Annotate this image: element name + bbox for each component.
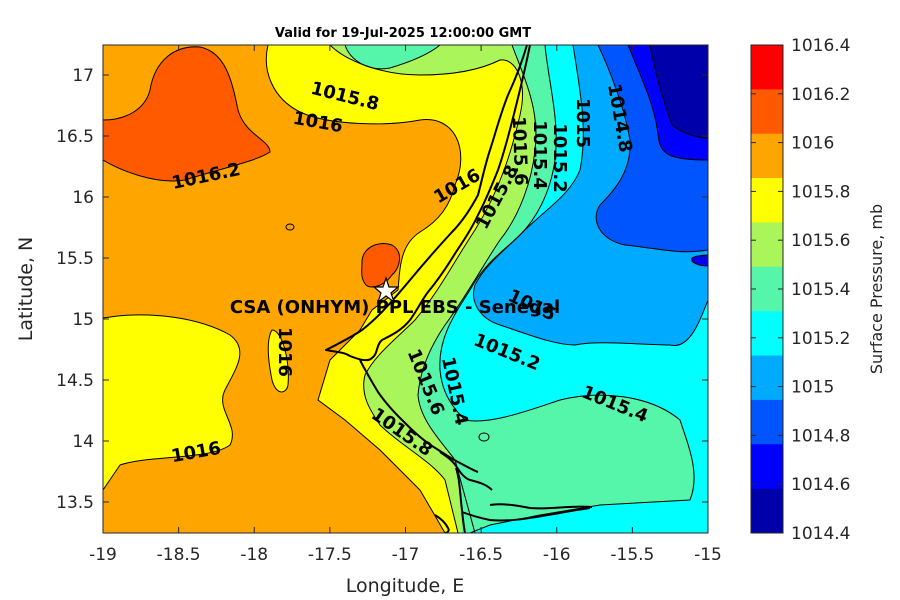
region-1016-2-station <box>361 243 400 287</box>
colorbar: 1016.4 1016.2 1016 1015.8 1015.6 1015.4 1015.2… <box>750 36 850 544</box>
y-axis-label: Latitude, N <box>15 237 37 342</box>
colorbar-tick-label: 1014.8 <box>791 426 850 446</box>
colorbar-swatch <box>751 222 783 268</box>
colorbar-swatch <box>751 444 783 490</box>
colorbar-swatch <box>751 89 783 135</box>
colorbar-swatch <box>751 266 783 312</box>
station: CSA (ONHYM) PPL EBS - Senegal <box>230 276 560 318</box>
colorbar-tick-label: 1015.6 <box>791 231 850 251</box>
x-tick-label: -17.5 <box>308 545 352 565</box>
region-1016-2-north <box>103 46 270 181</box>
colorbar-swatch <box>751 488 783 534</box>
colorbar-tick-label: 1014.6 <box>791 475 850 495</box>
x-tick-label: -18 <box>240 545 268 565</box>
x-tick-label: -15 <box>694 545 722 565</box>
colorbar-swatch <box>751 178 783 223</box>
contour-label: 1015.6 <box>508 116 531 186</box>
colorbar-tick-label: 1014.4 <box>791 524 850 544</box>
x-axis-ticks: -19 -18.5 -18 -17.5 -17 -16.5 -16 -15.5 -15 <box>89 45 722 565</box>
x-tick-label: -18.5 <box>157 545 201 565</box>
region-1015-8-west <box>103 314 240 490</box>
colorbar-swatch <box>751 311 783 357</box>
y-tick-label: 16 <box>72 188 94 208</box>
colorbar-tick-label: 1016 <box>791 134 834 154</box>
x-tick-label: -16.5 <box>459 545 503 565</box>
star-icon <box>372 276 400 304</box>
contour-label: 1015 <box>572 98 593 148</box>
colorbar-tick-label: 1015.2 <box>791 329 850 349</box>
colorbar-tick-label: 1016.4 <box>791 36 850 56</box>
colorbar-swatch <box>751 355 783 401</box>
colorbar-tick-label: 1015 <box>791 378 834 398</box>
colorbar-tick-label: 1015.4 <box>791 280 850 300</box>
y-tick-label: 13.5 <box>56 493 94 513</box>
colorbar-tick-label: 1016.2 <box>791 85 850 105</box>
region-1014-4 <box>650 45 708 138</box>
y-tick-label: 14.5 <box>56 371 94 391</box>
x-tick-label: -19 <box>89 545 117 565</box>
y-axis-ticks: 13.5 14 14.5 15 15.5 16 16.5 17 <box>56 66 708 513</box>
contour-lines <box>103 45 708 533</box>
y-tick-label: 14 <box>72 432 94 452</box>
colorbar-swatch <box>751 399 783 445</box>
contour-label: 1016 <box>274 327 295 377</box>
station-label: CSA (ONHYM) PPL EBS - Senegal <box>230 297 560 318</box>
contour-label: 1015.4 <box>529 120 550 189</box>
coastline <box>325 45 593 533</box>
colorbar-swatch <box>751 45 783 90</box>
x-axis-label: Longitude, E <box>346 575 465 597</box>
y-tick-label: 15.5 <box>56 249 94 269</box>
y-tick-label: 17 <box>72 66 94 86</box>
colorbar-tick-label: 1015.8 <box>791 182 850 202</box>
x-tick-label: -15.5 <box>610 545 654 565</box>
x-tick-label: -17 <box>392 545 420 565</box>
y-tick-label: 15 <box>72 310 94 330</box>
figure-title: Valid for 19-Jul-2025 12:00:00 GMT <box>275 26 531 41</box>
pressure-field <box>103 45 708 533</box>
y-tick-label: 16.5 <box>56 127 94 147</box>
colorbar-label: Surface Pressure, mb <box>867 204 886 374</box>
x-tick-label: -16 <box>543 545 571 565</box>
contour-label: 1015.2 <box>549 123 570 192</box>
region-1015-4-south <box>455 400 687 533</box>
colorbar-swatch <box>751 133 783 179</box>
